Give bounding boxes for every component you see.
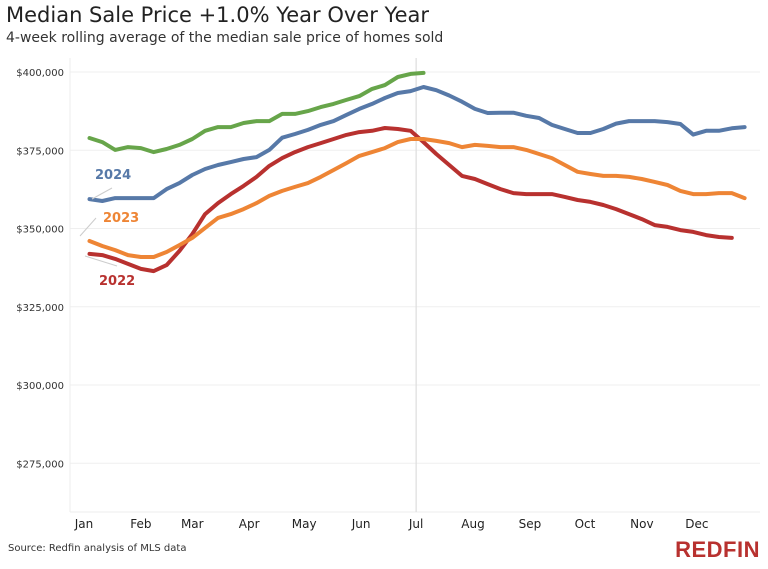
y-tick-label: $375,000 — [16, 146, 64, 157]
y-tick-label: $325,000 — [16, 303, 64, 314]
series-label-2023: 2023 — [103, 211, 139, 226]
x-tick-label: Jun — [351, 517, 371, 531]
x-tick-label: Dec — [685, 517, 708, 531]
redfin-logo: REDFIN — [675, 537, 760, 562]
y-tick-label: $275,000 — [16, 459, 64, 470]
y-tick-label: $350,000 — [16, 225, 64, 236]
label-leader-line — [84, 255, 118, 267]
chart-title: Median Sale Price +1.0% Year Over Year — [6, 3, 429, 27]
x-tick-label: Mar — [181, 517, 204, 531]
x-tick-label: Jan — [74, 517, 94, 531]
x-tick-label: May — [292, 517, 317, 531]
x-tick-label: Feb — [130, 517, 151, 531]
x-tick-label: Nov — [630, 517, 653, 531]
x-tick-label: Oct — [575, 517, 596, 531]
x-tick-label: Sep — [519, 517, 542, 531]
label-leader-line — [79, 217, 97, 237]
series-line-2023 — [87, 137, 747, 259]
series-label-2022: 2022 — [99, 274, 135, 289]
y-tick-label: $300,000 — [16, 381, 64, 392]
x-tick-label: Jul — [408, 517, 423, 531]
chart-subtitle: 4-week rolling average of the median sal… — [6, 30, 444, 46]
series-label-2024: 2024 — [95, 168, 131, 183]
series-line-2024 — [87, 85, 747, 203]
label-leader-line — [91, 187, 113, 200]
x-tick-label: Aug — [461, 517, 484, 531]
x-tick-label: Apr — [239, 517, 260, 531]
source-note: Source: Redfin analysis of MLS data — [8, 543, 187, 554]
series-line-2022 — [87, 126, 734, 274]
series-line-current — [87, 70, 426, 155]
y-tick-label: $400,000 — [16, 68, 64, 79]
